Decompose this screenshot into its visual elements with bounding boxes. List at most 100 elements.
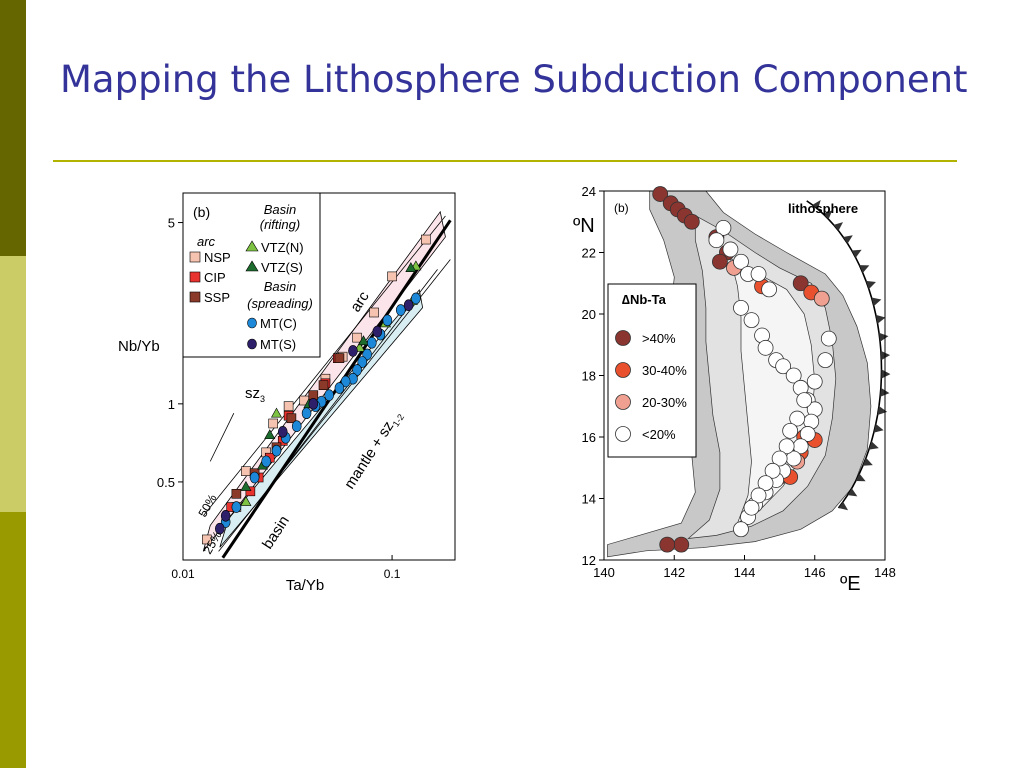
data-point-20 bbox=[715, 220, 732, 236]
data-point-20 bbox=[789, 410, 806, 427]
legend-marker-20-30 bbox=[615, 394, 631, 410]
x-tick-label: 0.1 bbox=[384, 567, 401, 581]
trench-tooth bbox=[875, 314, 886, 324]
data-point-20 bbox=[750, 487, 767, 504]
data-point-40 bbox=[673, 536, 690, 553]
annotation-mantle: mantle + sz1-2 bbox=[341, 407, 406, 493]
trench-tooth bbox=[847, 488, 858, 497]
data-point-mt-c bbox=[301, 407, 312, 420]
data-point-mt-s bbox=[372, 325, 383, 338]
x-tick-label: 146 bbox=[804, 565, 826, 580]
data-point-mt-c bbox=[367, 336, 377, 349]
legend-label: CIP bbox=[204, 270, 226, 285]
slide-title: Mapping the Lithosphere Subduction Compo… bbox=[60, 58, 968, 101]
data-point-mt-c bbox=[352, 364, 362, 376]
data-point-mt-c bbox=[261, 455, 271, 468]
data-point-mt-c bbox=[357, 356, 368, 368]
y-tick-label: 16 bbox=[582, 430, 596, 445]
data-point-20-30 bbox=[813, 290, 830, 307]
data-point-mt-s bbox=[348, 345, 358, 357]
sz3-line bbox=[209, 413, 235, 462]
y-tick-label: 12 bbox=[582, 553, 596, 568]
legend-marker-nsp bbox=[189, 251, 201, 263]
data-point-mt-s bbox=[215, 522, 225, 535]
data-point-vtz-s bbox=[264, 429, 276, 440]
y-tick-label: 0.5 bbox=[157, 475, 175, 490]
data-point-20 bbox=[775, 358, 792, 375]
data-point-cip bbox=[245, 486, 256, 497]
annotation-mantle-text: mantle + sz bbox=[341, 418, 397, 492]
trench-tooth bbox=[833, 222, 844, 231]
legend-label: NSP bbox=[204, 250, 231, 265]
data-point-20 bbox=[782, 422, 799, 439]
y-tick-label: 20 bbox=[582, 307, 596, 322]
x-tick-label: 144 bbox=[734, 565, 756, 580]
data-point-40 bbox=[683, 213, 700, 230]
data-point-20 bbox=[757, 339, 774, 356]
data-point-mt-s bbox=[403, 299, 414, 312]
legend-marker-ssp bbox=[189, 291, 201, 303]
data-point-20 bbox=[722, 241, 739, 258]
data-point-20 bbox=[771, 450, 788, 467]
trench-tooth bbox=[843, 235, 853, 244]
y-axis-label: Nb/Yb bbox=[118, 338, 160, 355]
mariana-map-chart: 140 142 144 146 148 12 14 16 18 20 22 24 ºE ºN (b) lith… bbox=[573, 184, 896, 595]
trench-tooth bbox=[877, 406, 888, 415]
data-point-vtz-n bbox=[240, 495, 252, 506]
legend-label: >40% bbox=[642, 331, 676, 346]
data-point-20 bbox=[733, 299, 749, 316]
data-point-nsp bbox=[387, 271, 397, 282]
y-tick-label: 22 bbox=[582, 246, 596, 261]
data-point-mt-c bbox=[271, 444, 282, 457]
data-point-20 bbox=[743, 499, 760, 516]
annotation-sz3-subscript: 3 bbox=[260, 394, 265, 404]
data-point-40 bbox=[712, 253, 728, 270]
data-point-nsp bbox=[352, 332, 362, 343]
legend-label: MT(S) bbox=[260, 337, 296, 352]
data-point-20 bbox=[733, 253, 749, 270]
legend-marker-mt-s bbox=[247, 338, 257, 350]
data-point-mt-c bbox=[411, 292, 421, 305]
data-point-40 bbox=[652, 186, 669, 202]
legend-box bbox=[182, 192, 321, 358]
trench-tooth bbox=[838, 501, 849, 511]
data-point-20 bbox=[796, 392, 813, 409]
legend-title: ∆Nb-Ta bbox=[622, 292, 667, 307]
data-point-ssp bbox=[318, 380, 329, 391]
data-point-20 bbox=[817, 352, 834, 369]
legend-marker-20 bbox=[615, 426, 631, 442]
x-axis-label: Ta/Yb bbox=[286, 577, 324, 594]
trench-tooth bbox=[868, 441, 879, 450]
data-point-mt-c bbox=[324, 389, 334, 401]
legend-label: VTZ(N) bbox=[261, 240, 304, 255]
x-axis-label: ºE bbox=[840, 573, 861, 595]
data-point-20 bbox=[757, 475, 774, 492]
data-point-ssp bbox=[231, 488, 242, 499]
annotation-basin: basin bbox=[259, 513, 293, 552]
data-point-40 bbox=[659, 536, 676, 553]
y-tick-label: 14 bbox=[582, 492, 596, 507]
data-point-vtz-s bbox=[405, 262, 417, 272]
annotation-50-percent: 50% bbox=[195, 491, 219, 519]
trench-tooth bbox=[855, 473, 866, 482]
trench-tooth bbox=[878, 332, 889, 342]
y-axis-label: ºN bbox=[573, 215, 595, 237]
data-point-20 bbox=[806, 373, 823, 390]
data-point-ssp bbox=[286, 413, 297, 424]
data-point-20 bbox=[820, 330, 837, 347]
panel-label: (b) bbox=[614, 201, 629, 215]
legend-marker-cip bbox=[189, 271, 201, 283]
data-point-mt-c bbox=[291, 420, 302, 432]
trench-tooth bbox=[851, 249, 862, 258]
data-point-mt-c bbox=[249, 471, 260, 484]
y-tick-label: 18 bbox=[582, 369, 596, 384]
trench-tooth bbox=[812, 200, 821, 210]
sidebar-stripe-middle bbox=[0, 256, 26, 512]
trench-tooth bbox=[871, 297, 882, 307]
trench-tooth bbox=[823, 210, 833, 220]
trench-line bbox=[806, 200, 883, 509]
data-point-20 bbox=[761, 281, 777, 298]
data-point-nsp bbox=[369, 307, 379, 318]
data-point-mt-s bbox=[308, 398, 319, 410]
